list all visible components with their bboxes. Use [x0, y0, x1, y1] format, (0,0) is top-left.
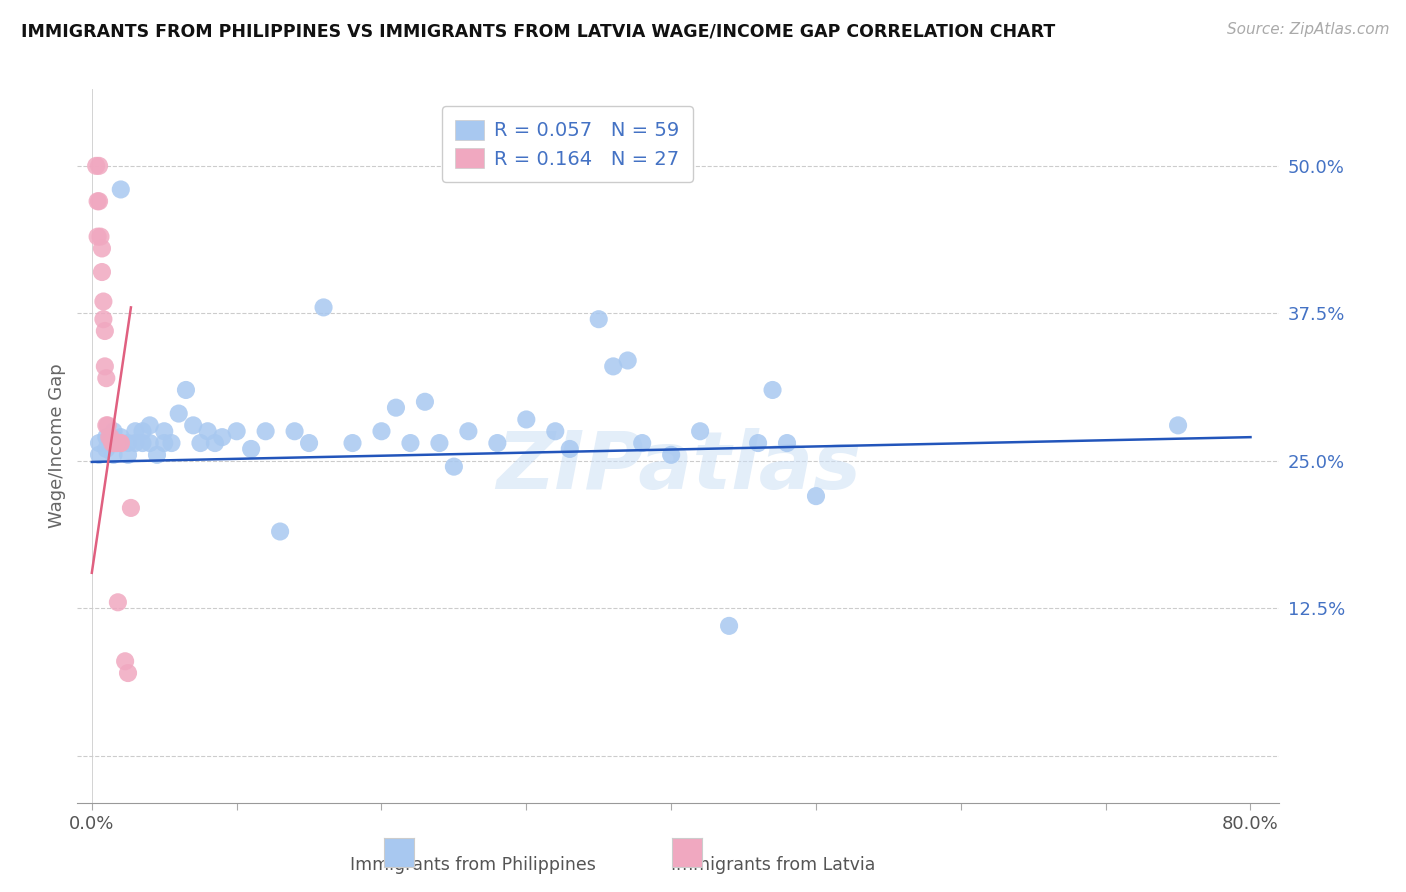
Point — [269, 524, 291, 539]
Point — [776, 436, 799, 450]
Point — [91, 265, 114, 279]
Point — [804, 489, 827, 503]
Point — [284, 424, 307, 438]
Point — [385, 401, 408, 415]
Point — [124, 424, 146, 438]
Point — [254, 424, 277, 438]
Point — [370, 424, 392, 438]
Point — [139, 436, 162, 450]
Point — [110, 430, 132, 444]
Text: Immigrants from Philippines: Immigrants from Philippines — [328, 856, 596, 874]
Point — [146, 448, 169, 462]
Point — [486, 436, 509, 450]
Point — [84, 159, 107, 173]
Point — [96, 430, 118, 444]
Point — [240, 442, 263, 456]
Point — [211, 430, 233, 444]
Point — [120, 500, 142, 515]
Point — [602, 359, 624, 374]
Point — [558, 442, 581, 456]
Point — [761, 383, 783, 397]
Point — [160, 436, 183, 450]
Point — [131, 436, 153, 450]
Point — [86, 194, 108, 209]
Point — [659, 448, 682, 462]
Point — [747, 436, 769, 450]
Point — [181, 418, 204, 433]
Point — [96, 418, 118, 433]
Point — [94, 324, 117, 338]
Point — [124, 436, 146, 450]
Point — [87, 194, 110, 209]
Point — [631, 436, 654, 450]
Point — [89, 229, 111, 244]
Text: Source: ZipAtlas.com: Source: ZipAtlas.com — [1226, 22, 1389, 37]
Point — [413, 394, 436, 409]
Point — [98, 430, 121, 444]
Point — [101, 436, 124, 450]
Point — [153, 424, 176, 438]
Point — [429, 436, 451, 450]
Y-axis label: Wage/Income Gap: Wage/Income Gap — [48, 364, 66, 528]
Point — [110, 436, 132, 450]
Point — [225, 424, 247, 438]
Point — [139, 418, 162, 433]
Point — [114, 654, 136, 668]
Point — [94, 359, 117, 374]
Point — [96, 371, 118, 385]
Point — [167, 407, 190, 421]
Point — [443, 459, 465, 474]
Point — [197, 424, 219, 438]
Point — [87, 448, 110, 462]
Point — [105, 436, 128, 450]
Point — [1167, 418, 1189, 433]
Point — [153, 436, 176, 450]
Point — [298, 436, 321, 450]
Point — [312, 301, 335, 315]
Point — [87, 436, 110, 450]
Point — [110, 436, 132, 450]
Point — [457, 424, 479, 438]
Point — [131, 424, 153, 438]
Point — [97, 418, 120, 433]
Point — [103, 424, 125, 438]
Text: ZIPatlas: ZIPatlas — [496, 428, 860, 507]
Point — [342, 436, 364, 450]
Point — [100, 430, 122, 444]
Point — [588, 312, 610, 326]
Point — [110, 182, 132, 196]
Text: IMMIGRANTS FROM PHILIPPINES VS IMMIGRANTS FROM LATVIA WAGE/INCOME GAP CORRELATIO: IMMIGRANTS FROM PHILIPPINES VS IMMIGRANT… — [21, 22, 1056, 40]
Point — [544, 424, 567, 438]
Legend: R = 0.057   N = 59, R = 0.164   N = 27: R = 0.057 N = 59, R = 0.164 N = 27 — [441, 106, 693, 182]
Point — [103, 436, 125, 450]
Point — [96, 442, 118, 456]
Point — [117, 436, 139, 450]
Point — [174, 383, 197, 397]
Point — [190, 436, 212, 450]
Point — [515, 412, 537, 426]
Point — [91, 242, 114, 256]
Point — [689, 424, 711, 438]
Point — [399, 436, 422, 450]
Point — [107, 595, 129, 609]
Text: Immigrants from Latvia: Immigrants from Latvia — [650, 856, 876, 874]
Point — [104, 436, 127, 450]
Point — [93, 294, 115, 309]
Point — [117, 448, 139, 462]
Point — [117, 666, 139, 681]
Point — [93, 312, 115, 326]
Point — [87, 159, 110, 173]
Point — [204, 436, 226, 450]
Point — [616, 353, 638, 368]
Point — [103, 448, 125, 462]
Point — [718, 619, 741, 633]
Point — [86, 229, 108, 244]
Point — [103, 436, 125, 450]
